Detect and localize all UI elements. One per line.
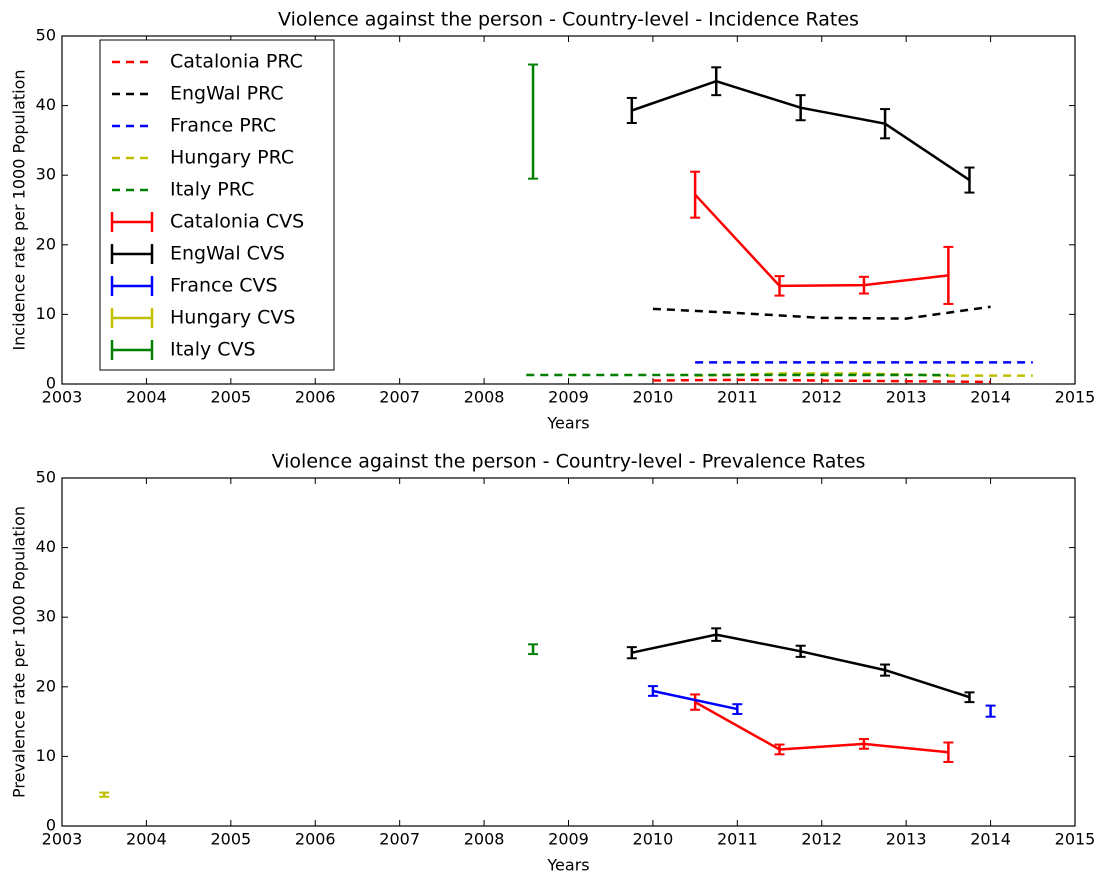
error-bar bbox=[858, 275, 869, 295]
y-tick-label: 0 bbox=[46, 374, 56, 393]
series-line bbox=[652, 305, 991, 320]
x-tick-label: 2005 bbox=[210, 830, 251, 849]
series-line bbox=[652, 378, 991, 384]
x-tick-label: 2007 bbox=[379, 830, 420, 849]
y-tick-label: 50 bbox=[36, 26, 56, 45]
x-tick-label: 2003 bbox=[42, 388, 83, 407]
x-tick-label: 2006 bbox=[295, 830, 336, 849]
error-bar bbox=[626, 96, 637, 124]
error-bar bbox=[711, 627, 722, 642]
error-bar bbox=[774, 743, 785, 756]
x-tick-label: 2015 bbox=[1055, 388, 1096, 407]
x-axis-label: Years bbox=[546, 856, 589, 875]
legend-label: France PRC bbox=[170, 115, 276, 137]
x-tick-label: 2008 bbox=[464, 388, 505, 407]
x-tick-label: 2011 bbox=[717, 388, 758, 407]
error-bar bbox=[732, 703, 743, 715]
x-tick-label: 2010 bbox=[633, 830, 674, 849]
error-bar bbox=[795, 644, 806, 658]
y-tick-label: 10 bbox=[36, 304, 56, 323]
error-bar bbox=[943, 245, 954, 305]
y-tick-label: 30 bbox=[36, 607, 56, 626]
error-bar bbox=[528, 63, 539, 180]
legend-label: Hungary CVS bbox=[170, 307, 296, 329]
x-tick-label: 2011 bbox=[717, 830, 758, 849]
x-axis-label: Years bbox=[546, 414, 589, 433]
series-line bbox=[694, 701, 949, 754]
legend-label: Italy CVS bbox=[170, 339, 256, 361]
error-bar bbox=[690, 693, 701, 711]
error-bar bbox=[528, 643, 539, 656]
legend-label: Hungary PRC bbox=[170, 147, 294, 169]
x-tick-label: 2004 bbox=[126, 830, 167, 849]
y-tick-label: 20 bbox=[36, 676, 56, 695]
y-tick-label: 40 bbox=[36, 537, 56, 556]
error-bar bbox=[647, 685, 658, 697]
error-bar bbox=[858, 738, 869, 750]
legend-label: EngWal PRC bbox=[170, 83, 284, 105]
x-tick-label: 2013 bbox=[886, 388, 927, 407]
y-tick-label: 30 bbox=[36, 165, 56, 184]
y-tick-label: 50 bbox=[36, 468, 56, 487]
x-tick-label: 2008 bbox=[464, 830, 505, 849]
x-tick-label: 2014 bbox=[970, 388, 1011, 407]
y-tick-label: 10 bbox=[36, 746, 56, 765]
x-tick-label: 2012 bbox=[801, 388, 842, 407]
legend-label: Catalonia CVS bbox=[170, 211, 304, 233]
error-bar bbox=[964, 691, 975, 704]
error-bar bbox=[774, 275, 785, 297]
legend-label: France CVS bbox=[170, 275, 278, 297]
error-bar bbox=[985, 704, 996, 718]
error-bar bbox=[943, 741, 954, 763]
error-bar bbox=[880, 663, 891, 677]
y-axis-label: Prevalence rate per 1000 Population bbox=[10, 506, 29, 798]
x-tick-label: 2004 bbox=[126, 388, 167, 407]
x-tick-label: 2010 bbox=[633, 388, 674, 407]
plot-frame bbox=[61, 477, 1076, 827]
plot-frame bbox=[61, 35, 1076, 385]
x-tick-label: 2005 bbox=[210, 388, 251, 407]
error-bar bbox=[711, 66, 722, 97]
x-tick-label: 2006 bbox=[295, 388, 336, 407]
x-tick-label: 2013 bbox=[886, 830, 927, 849]
error-bar bbox=[626, 646, 637, 660]
error-bar bbox=[795, 94, 806, 122]
y-tick-label: 20 bbox=[36, 234, 56, 253]
y-tick-label: 0 bbox=[46, 816, 56, 835]
series-line bbox=[631, 633, 970, 699]
legend-label: Italy PRC bbox=[170, 179, 254, 201]
chart-title: Violence against the person - Country-le… bbox=[272, 451, 866, 473]
series-line bbox=[694, 193, 949, 288]
chart-title: Violence against the person - Country-le… bbox=[278, 9, 859, 31]
legend-box bbox=[99, 39, 335, 371]
legend-label: Catalonia PRC bbox=[170, 51, 303, 73]
x-tick-label: 2014 bbox=[970, 830, 1011, 849]
y-tick-label: 40 bbox=[36, 95, 56, 114]
x-tick-label: 2015 bbox=[1055, 830, 1096, 849]
x-tick-label: 2009 bbox=[548, 388, 589, 407]
error-bar bbox=[964, 166, 975, 194]
legend-label: EngWal CVS bbox=[170, 243, 285, 265]
x-tick-label: 2007 bbox=[379, 388, 420, 407]
x-tick-label: 2009 bbox=[548, 830, 589, 849]
x-tick-label: 2003 bbox=[42, 830, 83, 849]
error-bar bbox=[99, 791, 110, 798]
y-axis-label: Incidence rate per 1000 Population bbox=[10, 69, 29, 350]
error-bar bbox=[880, 108, 891, 140]
x-tick-label: 2012 bbox=[801, 830, 842, 849]
error-bar bbox=[690, 170, 701, 219]
